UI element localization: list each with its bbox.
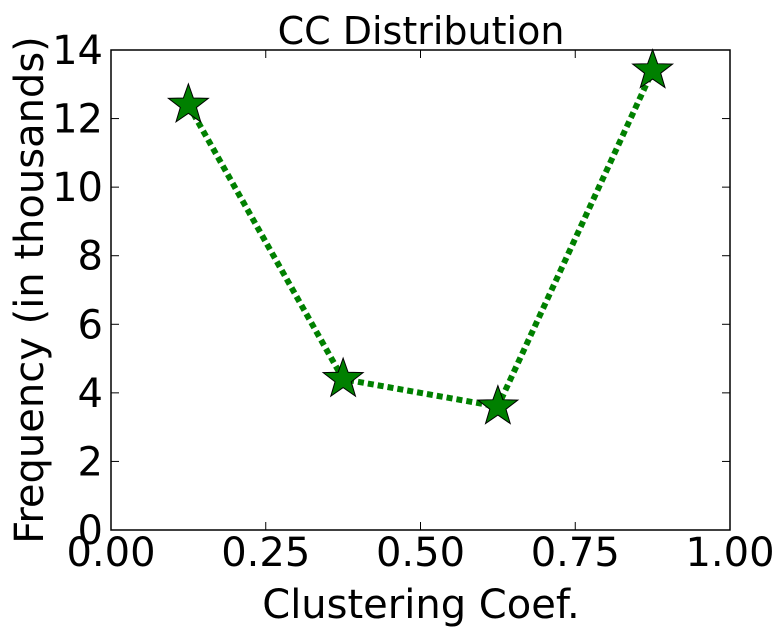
x-tick-label: 1.00	[685, 530, 774, 576]
y-tick-label: 2	[78, 439, 103, 485]
x-tick-label: 0.50	[376, 530, 465, 576]
x-axis-label: Clustering Coef.	[262, 582, 579, 628]
plot-frame	[110, 49, 731, 531]
y-tick-label: 14	[52, 28, 103, 74]
y-tick-label: 0	[78, 508, 103, 554]
x-tick-label: 0.75	[531, 530, 620, 576]
data-point-star	[476, 384, 520, 425]
x-tick-label: 0.00	[66, 530, 155, 576]
y-axis-label: Frequency (in thousands)	[7, 36, 53, 544]
y-tick-label: 10	[52, 165, 103, 211]
data-point-star	[321, 356, 365, 398]
y-tick-label: 12	[52, 97, 103, 143]
y-tick-label: 6	[78, 302, 103, 348]
x-tick-label: 0.25	[221, 530, 310, 576]
series-layer	[166, 48, 675, 425]
series-line	[185, 69, 656, 410]
data-point-star	[166, 82, 210, 124]
data-point-star	[631, 48, 675, 89]
y-tick-label: 8	[78, 234, 103, 280]
tick-layer: 0.00 0.25 0.50 0.75 1.00 0 2 4 6 8 10 12 14	[52, 28, 774, 576]
y-tick-label: 4	[78, 371, 103, 417]
chart-title: CC Distribution	[278, 9, 565, 53]
